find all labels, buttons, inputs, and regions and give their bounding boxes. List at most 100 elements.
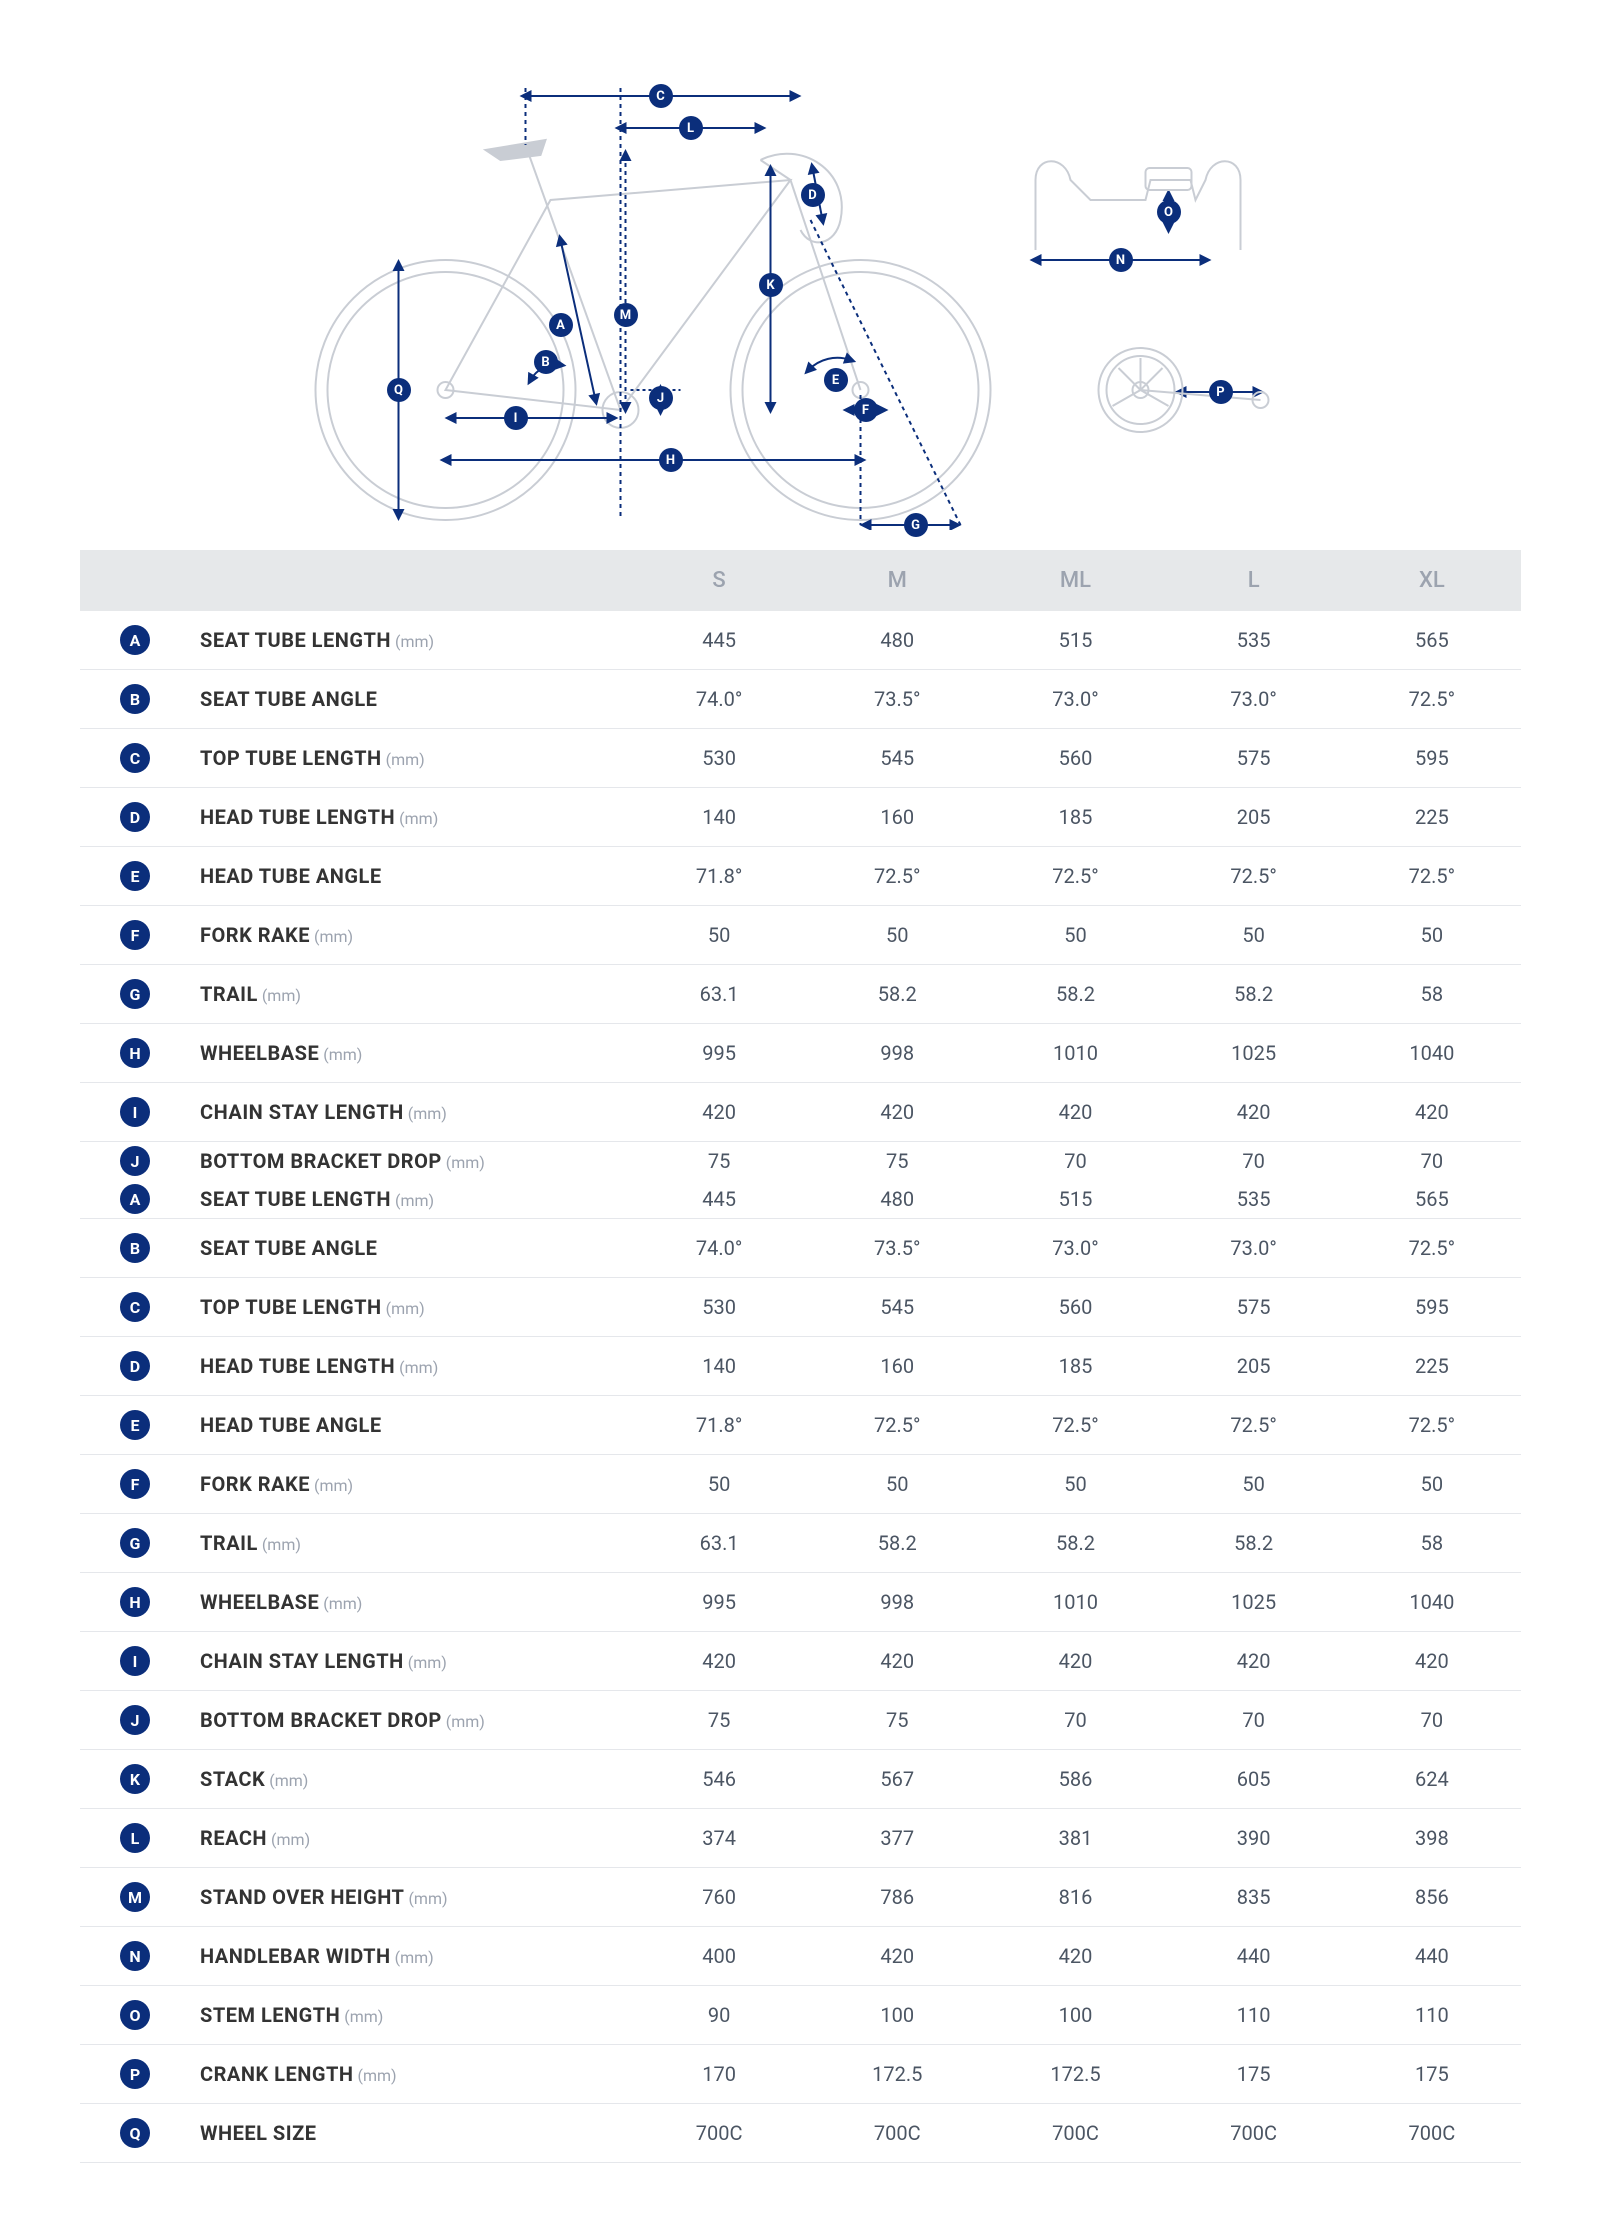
cell-value: 72.5°: [1343, 670, 1521, 729]
row-badge: E: [120, 861, 150, 891]
row-unit: (mm): [269, 1771, 308, 1790]
row-badge: F: [120, 1469, 150, 1499]
cell-value: 420: [808, 1083, 986, 1142]
table-row: PCRANK LENGTH(mm)170172.5172.5175175: [80, 2045, 1521, 2104]
cell-value: 381: [986, 1809, 1164, 1868]
cell-value: 58: [1343, 965, 1521, 1024]
table-row: OSTEM LENGTH(mm)90100100110110: [80, 1986, 1521, 2045]
cell-value: 73.0°: [986, 1219, 1164, 1278]
cell-value: 400: [630, 1927, 808, 1986]
cell-value: 515: [986, 1180, 1164, 1219]
cell-value: 420: [986, 1927, 1164, 1986]
diagram-badge-n: N: [1109, 248, 1133, 272]
cell-value: 480: [808, 1180, 986, 1219]
row-label: SEAT TUBE ANGLE: [200, 1236, 377, 1260]
cell-value: 70: [1343, 1691, 1521, 1750]
cell-value: 73.5°: [808, 1219, 986, 1278]
cell-value: 58.2: [1165, 1514, 1343, 1573]
cell-value: 75: [808, 1691, 986, 1750]
cell-value: 420: [1165, 1632, 1343, 1691]
cell-value: 700C: [1165, 2104, 1343, 2163]
cell-value: 586: [986, 1750, 1164, 1809]
cell-value: 1040: [1343, 1024, 1521, 1083]
table-row: BSEAT TUBE ANGLE74.0°73.5°73.0°73.0°72.5…: [80, 1219, 1521, 1278]
row-badge: H: [120, 1038, 150, 1068]
row-unit: (mm): [386, 1299, 425, 1318]
cell-value: 58.2: [808, 1514, 986, 1573]
cell-value: 595: [1343, 729, 1521, 788]
cell-value: 72.5°: [1343, 1219, 1521, 1278]
table-row: GTRAIL(mm)63.158.258.258.258: [80, 965, 1521, 1024]
cell-value: 73.5°: [808, 670, 986, 729]
cell-value: 50: [1343, 1455, 1521, 1514]
cell-value: 72.5°: [986, 847, 1164, 906]
row-label: FORK RAKE: [200, 1472, 310, 1496]
cell-value: 398: [1343, 1809, 1521, 1868]
row-badge: K: [120, 1764, 150, 1794]
row-badge: P: [120, 2059, 150, 2089]
row-unit: (mm): [408, 1889, 447, 1908]
cell-value: 760: [630, 1868, 808, 1927]
table-row: CTOP TUBE LENGTH(mm)530545560575595: [80, 729, 1521, 788]
table-row: CTOP TUBE LENGTH(mm)530545560575595: [80, 1278, 1521, 1337]
cell-value: 75: [630, 1691, 808, 1750]
table-row: FFORK RAKE(mm)5050505050: [80, 906, 1521, 965]
cell-value: 50: [808, 906, 986, 965]
row-unit: (mm): [323, 1594, 362, 1613]
row-unit: (mm): [386, 750, 425, 769]
cell-value: 998: [808, 1573, 986, 1632]
cell-value: 72.5°: [808, 847, 986, 906]
cell-value: 172.5: [808, 2045, 986, 2104]
row-badge: B: [120, 1233, 150, 1263]
row-label: WHEELBASE: [200, 1590, 319, 1614]
cell-value: 440: [1165, 1927, 1343, 1986]
cell-value: 420: [630, 1632, 808, 1691]
row-label: TRAIL: [200, 982, 258, 1006]
cell-value: 377: [808, 1809, 986, 1868]
cell-value: 545: [808, 729, 986, 788]
cell-value: 390: [1165, 1809, 1343, 1868]
cell-value: 700C: [986, 2104, 1164, 2163]
geometry-table: SMMLLXL ASEAT TUBE LENGTH(mm)44548051553…: [80, 550, 1521, 2163]
cell-value: 995: [630, 1024, 808, 1083]
row-badge: O: [120, 2000, 150, 2030]
cell-value: 73.0°: [1165, 670, 1343, 729]
row-badge: E: [120, 1410, 150, 1440]
cell-value: 58.2: [1165, 965, 1343, 1024]
row-badge: I: [120, 1097, 150, 1127]
diagram-badge-l: L: [679, 116, 703, 140]
size-col-m: M: [808, 550, 986, 611]
table-row: MSTAND OVER HEIGHT(mm)760786816835856: [80, 1868, 1521, 1927]
row-label: TOP TUBE LENGTH: [200, 746, 382, 770]
cell-value: 58.2: [986, 965, 1164, 1024]
row-unit: (mm): [323, 1045, 362, 1064]
table-row: LREACH(mm)374377381390398: [80, 1809, 1521, 1868]
table-row: ICHAIN STAY LENGTH(mm)420420420420420: [80, 1083, 1521, 1142]
cell-value: 535: [1165, 1180, 1343, 1219]
row-label: CHAIN STAY LENGTH: [200, 1649, 404, 1673]
cell-value: 605: [1165, 1750, 1343, 1809]
row-label: TOP TUBE LENGTH: [200, 1295, 382, 1319]
table-row: NHANDLEBAR WIDTH(mm)400420420440440: [80, 1927, 1521, 1986]
table-row: DHEAD TUBE LENGTH(mm)140160185205225: [80, 1337, 1521, 1396]
cell-value: 74.0°: [630, 670, 808, 729]
row-unit: (mm): [395, 1948, 434, 1967]
table-row: EHEAD TUBE ANGLE71.8°72.5°72.5°72.5°72.5…: [80, 847, 1521, 906]
cell-value: 535: [1165, 611, 1343, 670]
cell-value: 205: [1165, 1337, 1343, 1396]
diagram-badge-o: O: [1157, 200, 1181, 224]
row-badge: M: [120, 1882, 150, 1912]
row-unit: (mm): [395, 632, 434, 651]
cell-value: 170: [630, 2045, 808, 2104]
row-unit: (mm): [446, 1712, 485, 1731]
cell-value: 185: [986, 1337, 1164, 1396]
table-row: ICHAIN STAY LENGTH(mm)420420420420420: [80, 1632, 1521, 1691]
cell-value: 50: [630, 906, 808, 965]
cell-value: 63.1: [630, 1514, 808, 1573]
cell-value: 140: [630, 788, 808, 847]
row-badge: D: [120, 1351, 150, 1381]
row-unit: (mm): [399, 1358, 438, 1377]
cell-value: 71.8°: [630, 1396, 808, 1455]
cell-value: 50: [986, 906, 1164, 965]
row-label: SEAT TUBE LENGTH: [200, 1187, 391, 1211]
